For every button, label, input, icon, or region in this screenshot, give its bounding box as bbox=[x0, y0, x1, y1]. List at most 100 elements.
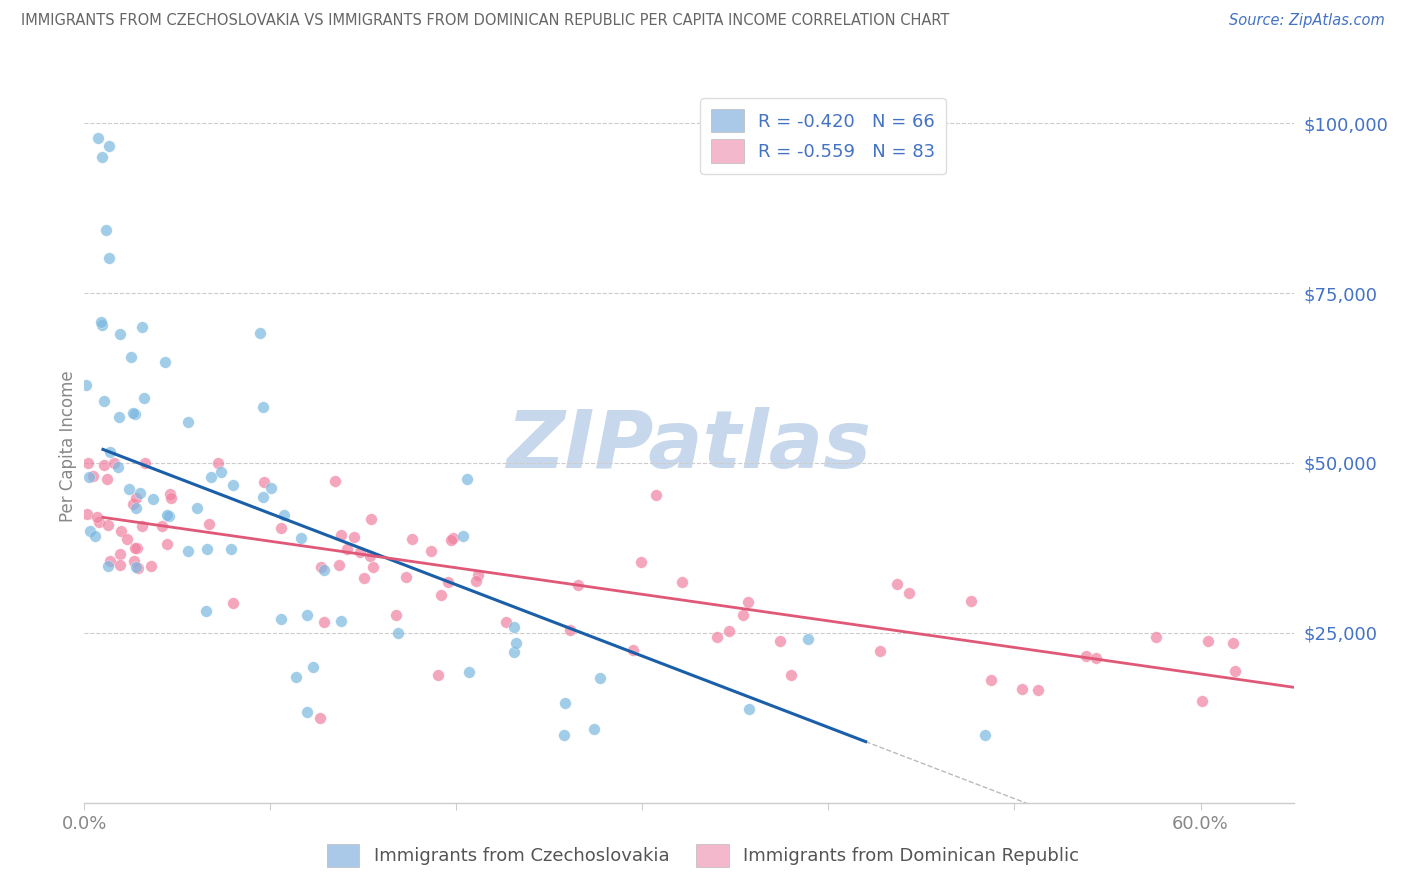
Point bbox=[430, 588, 453, 602]
Point bbox=[270, 612, 292, 626]
Point bbox=[1144, 630, 1167, 644]
Point bbox=[273, 508, 295, 522]
Point bbox=[76, 507, 98, 521]
Point bbox=[457, 665, 479, 680]
Point bbox=[309, 711, 332, 725]
Point bbox=[155, 537, 177, 551]
Point bbox=[465, 574, 488, 588]
Point bbox=[706, 630, 728, 644]
Point bbox=[159, 487, 181, 501]
Point bbox=[797, 632, 820, 646]
Point bbox=[176, 543, 198, 558]
Point bbox=[453, 529, 475, 543]
Point bbox=[98, 553, 121, 567]
Point bbox=[177, 415, 200, 429]
Point bbox=[186, 501, 208, 516]
Point bbox=[107, 459, 129, 474]
Point bbox=[125, 500, 148, 515]
Point bbox=[330, 527, 353, 541]
Point bbox=[141, 558, 163, 573]
Point bbox=[780, 667, 803, 681]
Point bbox=[120, 350, 142, 364]
Point bbox=[131, 319, 153, 334]
Point bbox=[194, 604, 217, 618]
Point bbox=[198, 517, 221, 532]
Legend: R = -0.420   N = 66, R = -0.559   N = 83: R = -0.420 N = 66, R = -0.559 N = 83 bbox=[700, 98, 946, 174]
Point bbox=[560, 623, 582, 637]
Point bbox=[200, 469, 222, 483]
Point bbox=[441, 531, 464, 545]
Point bbox=[314, 563, 336, 577]
Point bbox=[98, 445, 121, 459]
Point bbox=[384, 607, 406, 622]
Point bbox=[363, 559, 385, 574]
Point bbox=[97, 558, 120, 573]
Point bbox=[467, 567, 489, 582]
Point bbox=[323, 474, 346, 488]
Point bbox=[974, 728, 997, 742]
Point bbox=[195, 542, 218, 557]
Point bbox=[124, 541, 146, 556]
Point bbox=[96, 472, 118, 486]
Point bbox=[79, 470, 101, 484]
Point bbox=[134, 456, 156, 470]
Point bbox=[249, 326, 271, 341]
Point bbox=[252, 491, 274, 505]
Point bbox=[505, 636, 527, 650]
Point bbox=[127, 560, 149, 574]
Point bbox=[122, 497, 145, 511]
Point bbox=[110, 524, 132, 538]
Point bbox=[387, 625, 409, 640]
Point bbox=[553, 728, 575, 742]
Point bbox=[91, 318, 114, 332]
Text: Source: ZipAtlas.com: Source: ZipAtlas.com bbox=[1229, 13, 1385, 29]
Point bbox=[502, 620, 524, 634]
Point bbox=[495, 615, 517, 629]
Point bbox=[1026, 682, 1049, 697]
Point bbox=[302, 660, 325, 674]
Point bbox=[738, 702, 761, 716]
Point bbox=[124, 554, 146, 568]
Point bbox=[297, 607, 319, 622]
Point bbox=[125, 491, 148, 505]
Point bbox=[153, 355, 176, 369]
Point bbox=[671, 574, 693, 589]
Point bbox=[1085, 651, 1108, 665]
Point bbox=[253, 475, 276, 489]
Point bbox=[128, 486, 150, 500]
Point bbox=[79, 524, 101, 538]
Point bbox=[207, 456, 229, 470]
Point bbox=[91, 151, 114, 165]
Point bbox=[284, 670, 307, 684]
Point bbox=[297, 706, 319, 720]
Legend: Immigrants from Czechoslovakia, Immigrants from Dominican Republic: Immigrants from Czechoslovakia, Immigran… bbox=[319, 837, 1087, 874]
Point bbox=[980, 673, 1002, 688]
Point bbox=[395, 570, 418, 584]
Point bbox=[309, 560, 332, 574]
Point bbox=[436, 574, 458, 589]
Point bbox=[503, 644, 526, 658]
Point bbox=[645, 488, 668, 502]
Point bbox=[82, 469, 104, 483]
Point bbox=[897, 586, 920, 600]
Point bbox=[401, 533, 423, 547]
Point bbox=[336, 542, 359, 557]
Point bbox=[150, 518, 173, 533]
Point bbox=[221, 478, 243, 492]
Point bbox=[131, 519, 153, 533]
Point bbox=[157, 509, 180, 524]
Point bbox=[589, 671, 612, 685]
Point bbox=[329, 615, 352, 629]
Point bbox=[567, 577, 589, 591]
Point bbox=[75, 378, 97, 392]
Point bbox=[1076, 648, 1098, 663]
Point bbox=[103, 456, 125, 470]
Text: ZIPatlas: ZIPatlas bbox=[506, 407, 872, 485]
Point bbox=[219, 542, 242, 557]
Point bbox=[87, 516, 110, 530]
Point bbox=[359, 549, 381, 563]
Y-axis label: Per Capita Income: Per Capita Income bbox=[59, 370, 77, 522]
Point bbox=[1222, 636, 1244, 650]
Point bbox=[97, 517, 120, 532]
Point bbox=[869, 643, 891, 657]
